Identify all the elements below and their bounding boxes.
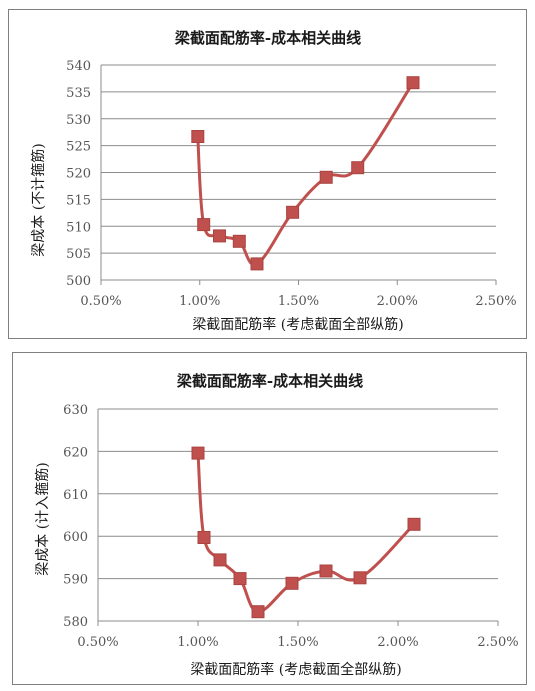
- series-line: [196, 451, 416, 614]
- x-axis-title: 梁截面配筋率 (考虑截面全部纵筋): [192, 316, 403, 333]
- chart-panel-1: 梁截面配筋率-成本相关曲线 500 505 510 515 520 525 530 535 54…: [8, 9, 527, 339]
- x-tick-label: 1.00%: [179, 294, 220, 309]
- x-tick-label: 0.50%: [77, 635, 118, 650]
- y-tick-label: 515: [66, 193, 91, 208]
- cost-ratio-chart-1: 梁截面配筋率-成本相关曲线 500 505 510 515 520 525 530 535 54…: [30, 29, 517, 333]
- y-tick-label: 620: [63, 445, 88, 460]
- data-point-marker: [232, 234, 246, 248]
- data-point-marker: [250, 257, 264, 271]
- y-tick-label: 535: [66, 86, 91, 101]
- y-tick-label: 610: [63, 488, 88, 503]
- cost-ratio-chart-2: 梁截面配筋率-成本相关曲线 580 590 600 610 620 630 0.50% 1.0…: [34, 372, 519, 678]
- data-point-marker: [407, 517, 421, 531]
- data-point-marker: [191, 446, 205, 460]
- data-point-marker: [285, 576, 299, 590]
- y-tick-label: 590: [63, 573, 88, 588]
- chart-panel-2: 梁截面配筋率-成本相关曲线 580 590 600 610 620 630 0.50% 1.0…: [12, 352, 527, 685]
- y-tick-label: 510: [66, 220, 91, 235]
- y-tick-label: 580: [63, 615, 88, 630]
- y-tick-label: 525: [66, 140, 91, 155]
- x-tick-label: 2.50%: [475, 294, 516, 309]
- x-tick-label: 1.50%: [278, 294, 319, 309]
- data-point-marker: [213, 229, 226, 243]
- data-point-marker: [319, 564, 333, 578]
- y-tick-label: 600: [63, 530, 88, 545]
- data-point-marker: [353, 571, 367, 585]
- x-tick-label: 2.00%: [377, 294, 418, 309]
- data-point-marker: [406, 76, 420, 90]
- x-tick-label: 2.50%: [477, 635, 518, 650]
- data-point-marker: [197, 218, 211, 232]
- data-point-marker: [233, 572, 247, 586]
- data-point-marker: [351, 161, 365, 175]
- y-axis-title: 梁成本 (不计箍筋): [30, 143, 47, 256]
- x-tick-label: 0.50%: [80, 294, 121, 309]
- y-tick-label: 630: [63, 403, 88, 418]
- x-tick-label: 2.00%: [377, 635, 418, 650]
- y-tick-label: 530: [66, 113, 91, 128]
- y-axis-title: 梁成本 (计入箍筋): [34, 462, 51, 575]
- data-point-marker: [197, 531, 211, 544]
- series-line: [196, 81, 415, 267]
- y-tick-label: 540: [66, 59, 91, 74]
- data-point-marker: [191, 130, 205, 143]
- chart-title: 梁截面配筋率-成本相关曲线: [174, 29, 361, 47]
- x-axis-title: 梁截面配筋率 (考虑截面全部纵筋): [190, 661, 401, 678]
- y-tick-label: 505: [66, 247, 91, 262]
- x-tick-label: 1.00%: [177, 635, 218, 650]
- data-point-marker: [286, 205, 300, 219]
- data-point-marker: [251, 605, 265, 619]
- data-point-marker: [319, 170, 333, 184]
- data-point-marker: [213, 553, 227, 567]
- x-tick-label: 1.50%: [277, 635, 318, 650]
- y-tick-label: 520: [66, 167, 91, 182]
- chart-title: 梁截面配筋率-成本相关曲线: [176, 372, 363, 390]
- y-tick-label: 500: [66, 274, 91, 289]
